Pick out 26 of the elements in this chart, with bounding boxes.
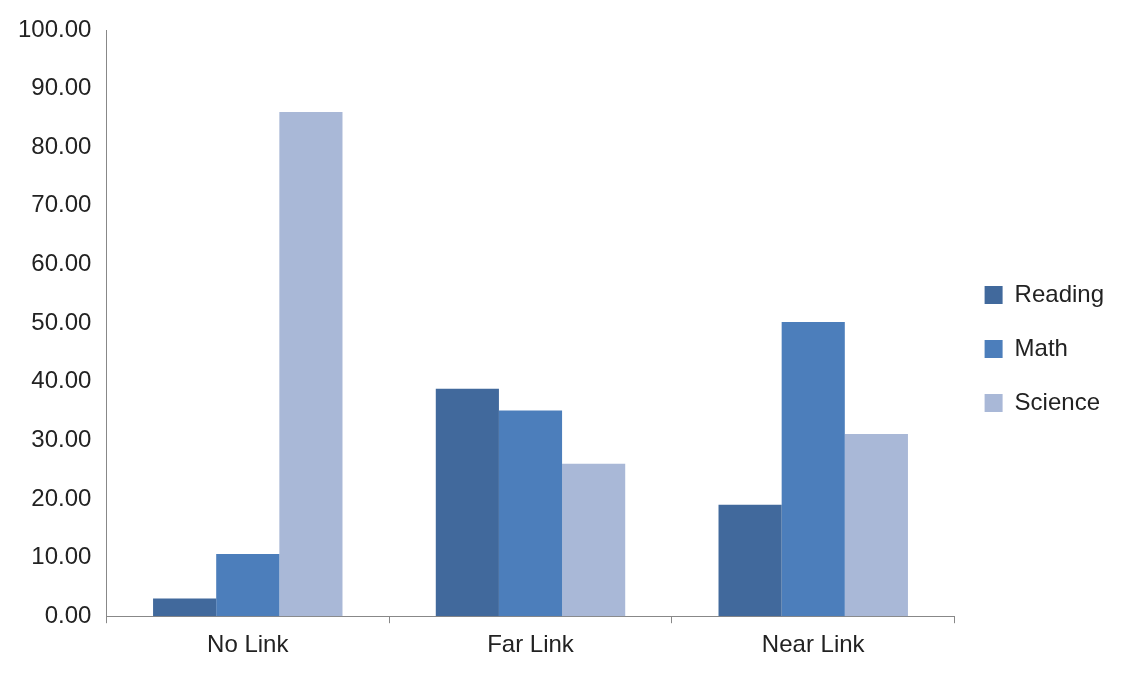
bar xyxy=(498,410,563,617)
y-tick-label: 20.00 xyxy=(31,483,92,511)
y-tick-label: 100.00 xyxy=(18,14,92,42)
bar xyxy=(216,554,280,617)
legend-label: Reading xyxy=(1014,279,1104,307)
y-tick-label: 90.00 xyxy=(31,73,92,101)
bar xyxy=(435,388,499,617)
y-tick-label: 80.00 xyxy=(31,131,92,159)
x-tick-label: No Link xyxy=(207,630,290,658)
bar xyxy=(153,598,217,617)
y-tick-label: 30.00 xyxy=(31,424,92,452)
y-tick-label: 60.00 xyxy=(31,249,92,277)
y-tick-label: 70.00 xyxy=(31,190,92,218)
y-tick-label: 40.00 xyxy=(31,366,92,394)
y-tick-label: 50.00 xyxy=(31,307,92,335)
y-tick-label: 10.00 xyxy=(31,542,92,570)
x-tick-label: Near Link xyxy=(761,630,866,658)
x-tick-label: Far Link xyxy=(487,630,575,658)
legend-label: Science xyxy=(1014,387,1100,415)
y-tick-label: 0.00 xyxy=(44,600,92,628)
legend-label: Math xyxy=(1014,333,1068,361)
bar xyxy=(718,504,782,617)
bar xyxy=(844,433,908,617)
bar xyxy=(279,112,343,617)
bar xyxy=(781,321,845,617)
bar xyxy=(562,463,626,617)
